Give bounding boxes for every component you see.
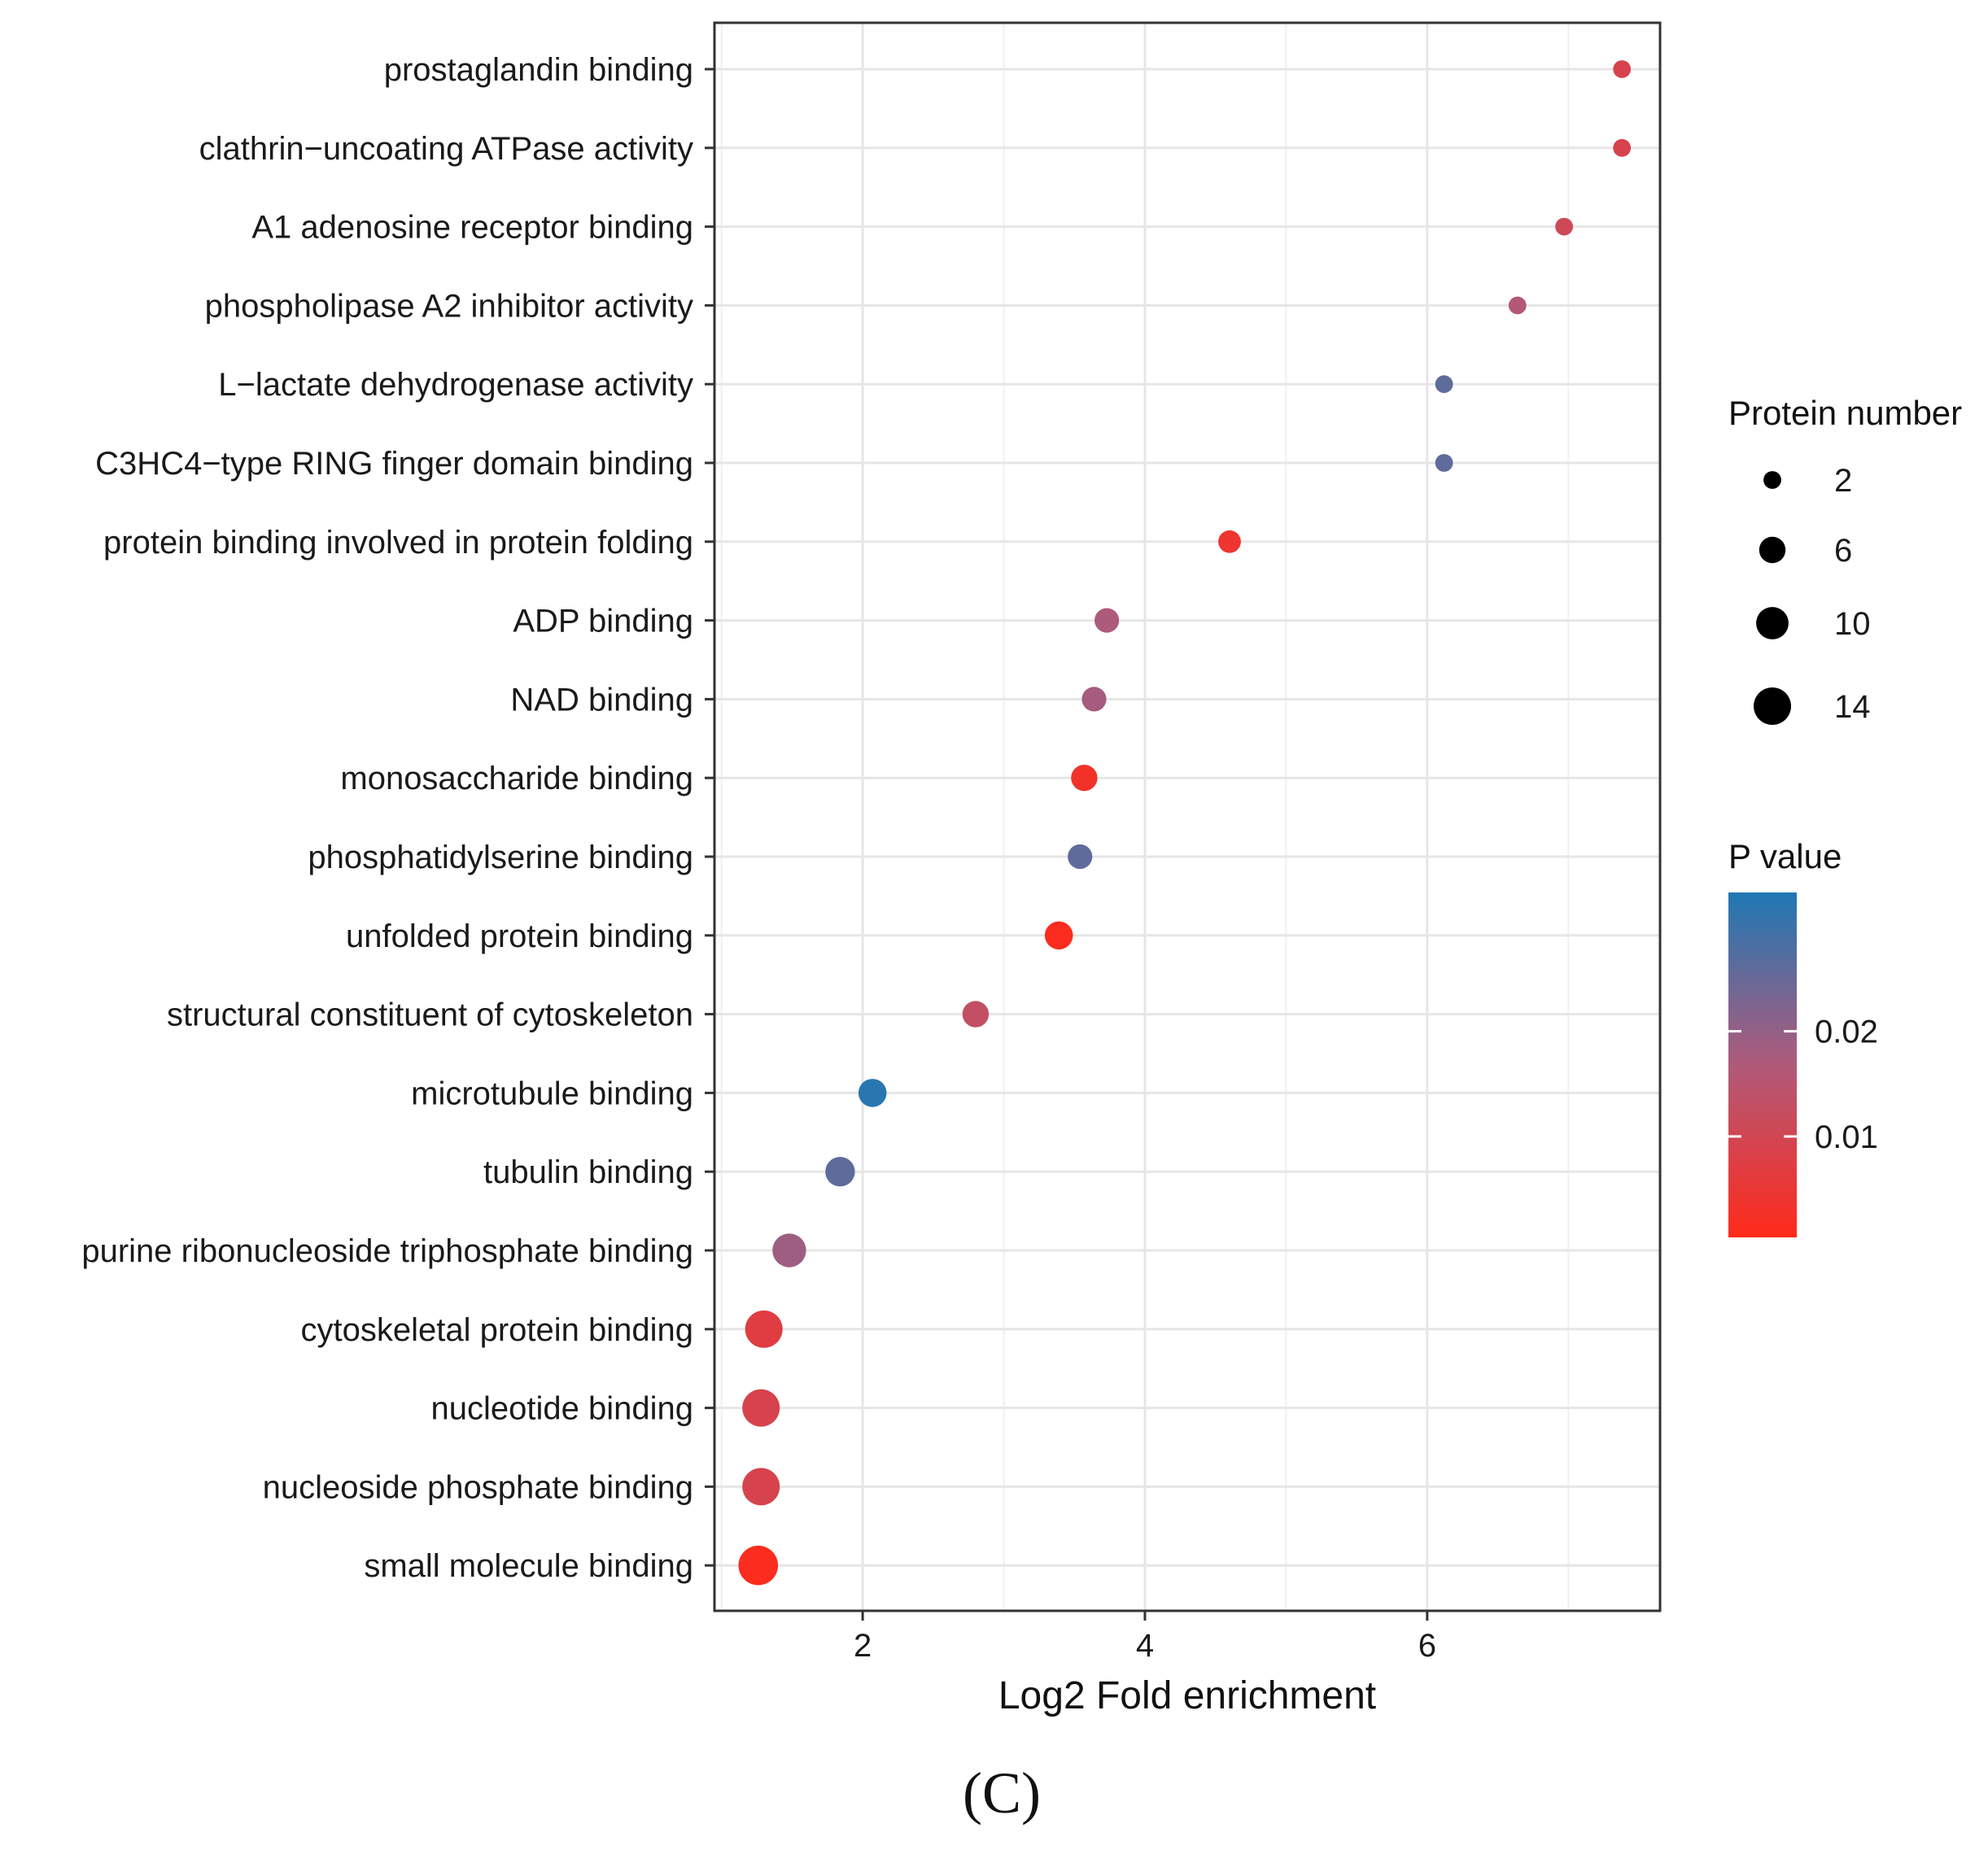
- y-tick-label: nucleotide binding: [431, 1391, 693, 1427]
- data-point: [772, 1233, 806, 1268]
- size-legend-key: [1754, 687, 1791, 725]
- data-point: [1081, 687, 1107, 712]
- y-tick-label: prostaglandin binding: [384, 52, 693, 88]
- data-point: [1218, 530, 1241, 553]
- y-tick-label: ADP binding: [513, 604, 693, 639]
- y-tick-label: small molecule binding: [364, 1548, 693, 1584]
- y-tick-label: NAD binding: [510, 682, 693, 718]
- size-legend-label: 14: [1834, 689, 1871, 725]
- x-tick-label: 2: [854, 1628, 872, 1664]
- x-tick-label: 6: [1418, 1628, 1436, 1664]
- color-legend-label: 0.01: [1815, 1119, 1878, 1155]
- y-tick-label: L−lactate dehydrogenase activity: [218, 367, 693, 403]
- size-legend-label: 6: [1834, 533, 1852, 569]
- data-point: [1094, 608, 1120, 633]
- size-legend-label: 2: [1834, 463, 1852, 499]
- size-legend-label: 10: [1834, 606, 1871, 642]
- data-point: [858, 1079, 887, 1107]
- data-point: [1435, 454, 1453, 472]
- y-tick-label: protein binding involved in protein fold…: [103, 525, 693, 561]
- data-point: [1555, 217, 1573, 236]
- panel-caption: (C): [963, 1761, 1041, 1826]
- data-point: [1613, 138, 1632, 157]
- y-tick-label: nucleoside phosphate binding: [263, 1469, 693, 1505]
- size-legend: Protein number 2 6 10 14: [1728, 394, 1962, 725]
- data-point: [825, 1157, 855, 1187]
- size-legend-key: [1759, 536, 1786, 564]
- y-tick-label: phospholipase A2 inhibitor activity: [205, 288, 693, 324]
- color-legend: P value 0.02 0.01: [1728, 837, 1878, 1237]
- x-axis: 2 4 6: [854, 1611, 1436, 1664]
- data-point: [745, 1310, 783, 1348]
- data-point: [962, 1001, 990, 1028]
- y-tick-label: structural constituent of cytoskeleton: [167, 997, 693, 1033]
- color-legend-title: P value: [1728, 837, 1842, 875]
- y-axis-labels: prostaglandin binding clathrin−uncoating …: [81, 52, 714, 1584]
- data-point: [1044, 921, 1073, 950]
- data-points: [738, 60, 1632, 1586]
- y-tick-label: phosphatidylserine binding: [308, 840, 693, 875]
- color-legend-bar: [1728, 892, 1797, 1237]
- size-legend-key: [1756, 607, 1789, 639]
- grid-lines: [714, 23, 1660, 1611]
- data-point: [1435, 375, 1453, 394]
- y-tick-label: microtubule binding: [411, 1076, 693, 1111]
- x-tick-label: 4: [1136, 1628, 1154, 1664]
- data-point: [742, 1389, 780, 1427]
- data-point: [1071, 765, 1098, 792]
- data-point: [1613, 60, 1632, 78]
- x-axis-title: Log2 Fold enrichment: [998, 1674, 1376, 1717]
- y-tick-label: monosaccharide binding: [340, 761, 693, 796]
- data-point: [742, 1468, 780, 1506]
- y-tick-label: clathrin−uncoating ATPase activity: [199, 131, 693, 167]
- y-tick-label: C3HC4−type RING finger domain binding: [95, 446, 693, 482]
- size-legend-key: [1763, 471, 1781, 489]
- color-legend-label: 0.02: [1815, 1014, 1878, 1050]
- size-legend-title: Protein number: [1728, 394, 1962, 432]
- data-point: [1508, 296, 1527, 315]
- y-tick-label: A1 adenosine receptor binding: [251, 210, 693, 246]
- data-point: [738, 1545, 779, 1586]
- y-tick-label: cytoskeletal protein binding: [300, 1312, 693, 1348]
- y-tick-label: tubulin binding: [483, 1154, 693, 1190]
- plot-panel: [714, 23, 1660, 1611]
- data-point: [1068, 844, 1093, 870]
- plot-border: [713, 21, 1662, 1612]
- y-tick-label: unfolded protein binding: [346, 918, 693, 954]
- y-tick-label: purine ribonucleoside triphosphate bindi…: [81, 1233, 693, 1269]
